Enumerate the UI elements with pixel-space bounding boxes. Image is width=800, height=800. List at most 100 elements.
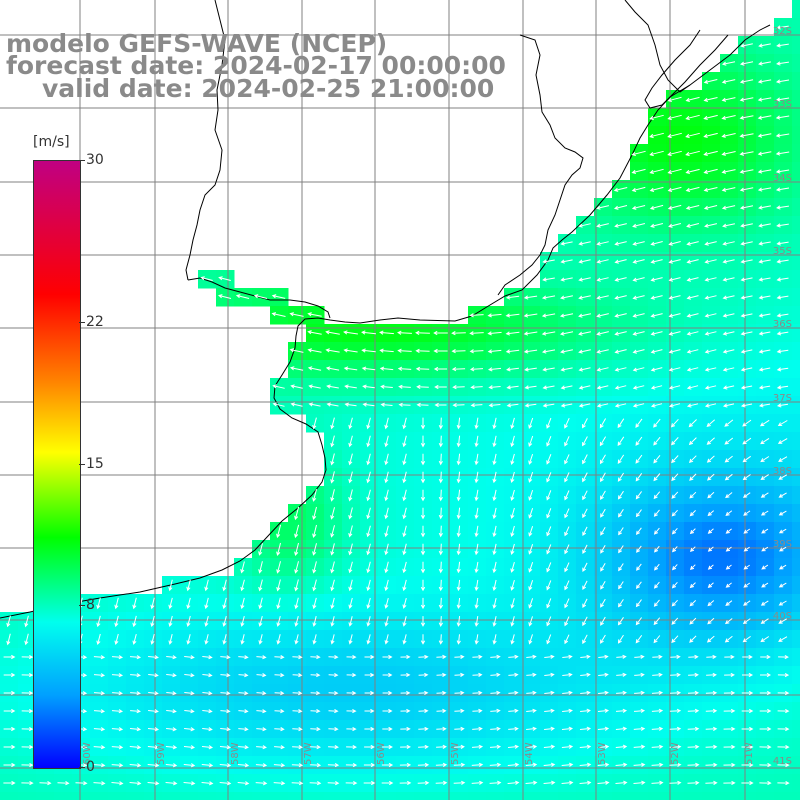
wind-arrow [760, 654, 771, 660]
wind-speed-cell [792, 558, 800, 577]
border-line [185, 0, 226, 281]
wind-arrow [3, 690, 16, 696]
latitude-label: 38S [773, 466, 792, 477]
wind-arrow [724, 419, 734, 427]
wind-arrow [776, 61, 789, 66]
wind-arrow [562, 672, 573, 677]
wind-arrow [3, 726, 16, 732]
wind-arrow [402, 561, 407, 574]
wind-arrow [598, 672, 609, 677]
wind-arrow [310, 726, 321, 732]
wind-arrow [617, 418, 625, 429]
wind-arrow [653, 491, 661, 500]
longitude-label: 54W [524, 742, 535, 765]
wind-arrow [669, 780, 682, 785]
wind-arrow [669, 726, 682, 731]
wind-arrow [238, 655, 249, 660]
wind-arrow [743, 600, 751, 606]
wind-arrow [758, 313, 771, 318]
wind-arrow [292, 726, 303, 732]
wind-arrow [617, 436, 625, 447]
wind-arrow [417, 762, 430, 768]
wind-arrow [147, 745, 160, 750]
wind-arrow [703, 150, 718, 156]
wind-arrow [348, 453, 353, 466]
wind-arrow [472, 654, 483, 660]
wind-speed-cell [792, 432, 800, 451]
wind-arrow [328, 654, 339, 660]
wind-arrow [330, 417, 335, 430]
wind-arrow [722, 295, 735, 300]
wind-arrow [559, 331, 574, 336]
wind-arrow [615, 726, 628, 731]
wind-arrow [526, 690, 537, 695]
wind-arrow [544, 654, 555, 659]
wind-arrow [384, 561, 389, 574]
wind-arrow [614, 295, 627, 300]
wind-arrow [670, 418, 679, 428]
wind-speed-cell [144, 792, 163, 800]
wind-arrow [420, 417, 426, 430]
wind-arrow [689, 510, 696, 517]
wind-arrow [508, 672, 519, 677]
wind-arrow [777, 780, 790, 786]
wind-speed-cell [792, 108, 800, 127]
wind-arrow [327, 762, 340, 768]
wind-arrow [418, 744, 429, 750]
wind-speed-cell [468, 792, 487, 800]
wind-arrow [561, 726, 574, 731]
wind-arrow [348, 417, 353, 430]
wind-arrow [222, 615, 227, 627]
wind-speed-cell [792, 648, 800, 667]
wind-arrow [384, 634, 389, 645]
wind-arrow [219, 781, 232, 786]
wind-arrow [632, 403, 645, 408]
wind-arrow [614, 241, 627, 246]
wind-arrow [704, 223, 718, 228]
wind-arrow [582, 454, 588, 465]
wind-arrow [111, 709, 124, 714]
wind-arrow [650, 349, 663, 354]
wind-arrow [775, 169, 790, 174]
wind-arrow [471, 762, 484, 767]
wind-arrow [474, 525, 479, 538]
wind-speed-cell [738, 792, 757, 800]
wind-arrow [651, 780, 664, 785]
wind-arrow [361, 366, 376, 371]
wind-arrow [382, 708, 393, 714]
wind-arrow [510, 453, 515, 466]
wind-arrow [579, 762, 592, 767]
wind-arrow [546, 526, 552, 537]
wind-arrow [276, 524, 282, 539]
wind-speed-cell [792, 612, 800, 631]
wind-arrow [760, 636, 770, 643]
wind-arrow [452, 402, 465, 408]
wind-speed-cell [36, 792, 55, 800]
wind-arrow [778, 474, 788, 480]
wind-arrow [578, 277, 591, 282]
wind-arrow [433, 330, 448, 336]
wind-arrow [614, 223, 627, 228]
wind-speed-cell [792, 126, 800, 145]
longitude-label: 51W [744, 742, 755, 765]
wind-arrow [725, 528, 732, 534]
wind-arrow [132, 633, 137, 645]
wind-arrow [778, 636, 788, 642]
wind-arrow [456, 435, 461, 448]
wind-speed-cell [792, 162, 800, 181]
wind-arrow [634, 672, 645, 677]
wind-arrow [759, 690, 772, 696]
wind-arrow [616, 654, 627, 659]
wind-arrow [705, 762, 718, 768]
wind-arrow [686, 259, 699, 264]
wind-arrow [379, 330, 394, 335]
wind-arrow [456, 634, 461, 645]
wind-arrow [492, 634, 497, 645]
wind-arrow [364, 726, 375, 732]
wind-arrow [757, 169, 772, 174]
wind-arrow [312, 615, 317, 627]
wind-arrow [686, 331, 699, 336]
wind-arrow [240, 597, 245, 610]
wind-arrow [546, 634, 552, 645]
wind-arrow [600, 598, 606, 608]
